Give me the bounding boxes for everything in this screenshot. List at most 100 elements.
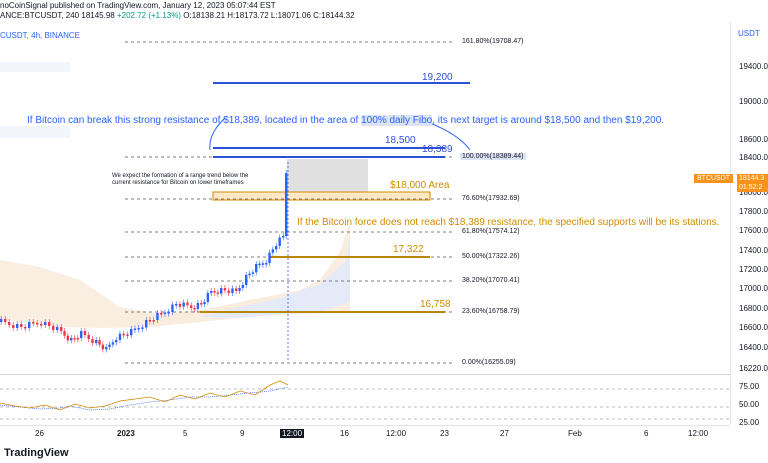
osc-line-fast (0, 380, 289, 411)
candle-body (186, 302, 189, 306)
candle-body (28, 322, 31, 328)
price-label: 19000.00 (739, 97, 768, 106)
note-breakout: If Bitcoin can break this strong resista… (27, 110, 664, 128)
osc-label: 25.00 (739, 418, 760, 427)
candle-body (251, 272, 255, 274)
label-16758: 16,758 (420, 299, 451, 310)
price-last: 18145.98 (81, 11, 115, 20)
candle-body (20, 324, 23, 327)
candle-body (248, 273, 251, 276)
candle-body (210, 291, 213, 293)
note-support: If the Bitcoin force does not reach $18,… (297, 217, 720, 228)
candle-body (8, 322, 11, 325)
candle-body (227, 290, 230, 293)
chart-legend: CUSDT, 4h, BINANCE (0, 31, 81, 40)
symbol-ohlc-line: ANCE:BTCUSDT, 240 18145.98 +202.72 (+1.1… (0, 11, 355, 20)
candle-body (36, 323, 39, 325)
candle-body (268, 252, 271, 263)
candle-body (70, 338, 73, 341)
candle-body (73, 338, 76, 340)
candle-body (66, 335, 70, 341)
time-label: 6 (644, 429, 649, 438)
candle-body (265, 263, 268, 265)
support-area-box (212, 191, 431, 201)
candle-body (16, 324, 19, 328)
fib-label-236: 23.60%(16758.79) (462, 308, 520, 315)
time-label-current: 12:00 (280, 429, 305, 438)
candle-body (258, 263, 261, 266)
candle-body (148, 320, 152, 322)
publisher-line: noCoinSignal published on TradingView.co… (0, 1, 276, 10)
candle-body (167, 312, 170, 314)
price-label: 16600.00 (739, 323, 768, 332)
tradingview-logo[interactable]: TradingView (4, 447, 69, 459)
candle-body (235, 288, 238, 291)
arrow-left (209, 117, 226, 151)
note-range-line1: We expect the formation of a range trend… (112, 173, 249, 179)
candle-body (87, 335, 90, 339)
candle-body (40, 324, 43, 326)
fib-label-500: 50.00%(17322.26) (462, 253, 520, 260)
candle-body (160, 313, 163, 315)
candle-body (175, 304, 178, 306)
candle-body (52, 326, 55, 330)
candle-body (32, 322, 35, 324)
candle-body (44, 322, 47, 325)
countdown-tag: 01:52:2 (737, 183, 768, 192)
candle-body (223, 288, 227, 291)
label-17322: 17,322 (393, 244, 424, 255)
osc-label: 50.00 (739, 400, 760, 409)
candle-body (275, 246, 278, 250)
top-info-bar: noCoinSignal published on TradingView.co… (0, 0, 768, 22)
fib-label-1618: 161.80%(19708.47) (462, 38, 524, 45)
fib-label-382: 38.20%(17070.41) (462, 277, 520, 284)
note-breakout-text2: , its next target is around $18,500 and … (432, 115, 665, 126)
candle-body (152, 320, 155, 322)
candle-body (4, 319, 7, 322)
candle-body (245, 275, 248, 285)
current-price-tag: 18144.3 (737, 174, 768, 183)
candle-body (111, 342, 115, 345)
candle-body (83, 331, 87, 335)
price-label: 19400.00 (739, 62, 768, 71)
candle-body (56, 327, 59, 330)
candle-body (60, 327, 63, 331)
candle-body (133, 328, 137, 330)
candle-body (171, 304, 174, 312)
price-chart[interactable] (0, 22, 730, 374)
time-label: 12:00 (688, 429, 709, 438)
candle-body (238, 288, 241, 291)
candle-body (118, 333, 122, 340)
candle-body (241, 285, 245, 288)
oscillator-pane[interactable] (0, 374, 730, 426)
candle-body (24, 327, 27, 329)
time-label: Feb (568, 429, 582, 438)
candle-body (178, 304, 182, 307)
time-label: 2023 (117, 429, 135, 438)
price-axis-title: USDT (738, 29, 760, 38)
price-axis[interactable]: 19400.00 19000.00 18600.00 18400.00 1800… (730, 22, 768, 427)
price-label: 16220.00 (739, 364, 768, 373)
osc-line-slow (0, 386, 289, 411)
ichimoku-cloud (0, 62, 350, 328)
price-label: 18400.00 (739, 153, 768, 162)
candle-body (255, 264, 258, 273)
label-19200: 19,200 (422, 72, 453, 83)
label-18500: 18,500 (385, 135, 416, 146)
candle-body (220, 288, 223, 294)
note-breakout-text1: If Bitcoin can break this strong resista… (27, 115, 362, 126)
candle-body (0, 319, 3, 322)
candle-body (231, 288, 234, 293)
candle-body (137, 328, 140, 330)
time-label: 26 (35, 429, 44, 438)
price-label: 16400.00 (739, 343, 768, 352)
candle-body (141, 327, 144, 329)
candle-body (213, 291, 216, 293)
time-label: 23 (440, 429, 449, 438)
time-axis[interactable]: 26 2023 5 9 12:00 16 12:00 23 27 Feb 6 1… (0, 425, 730, 442)
candle-body (203, 302, 206, 304)
candle-body (63, 331, 66, 336)
candle-body (122, 333, 125, 336)
candle-body (126, 334, 129, 336)
time-label: 9 (240, 429, 245, 438)
